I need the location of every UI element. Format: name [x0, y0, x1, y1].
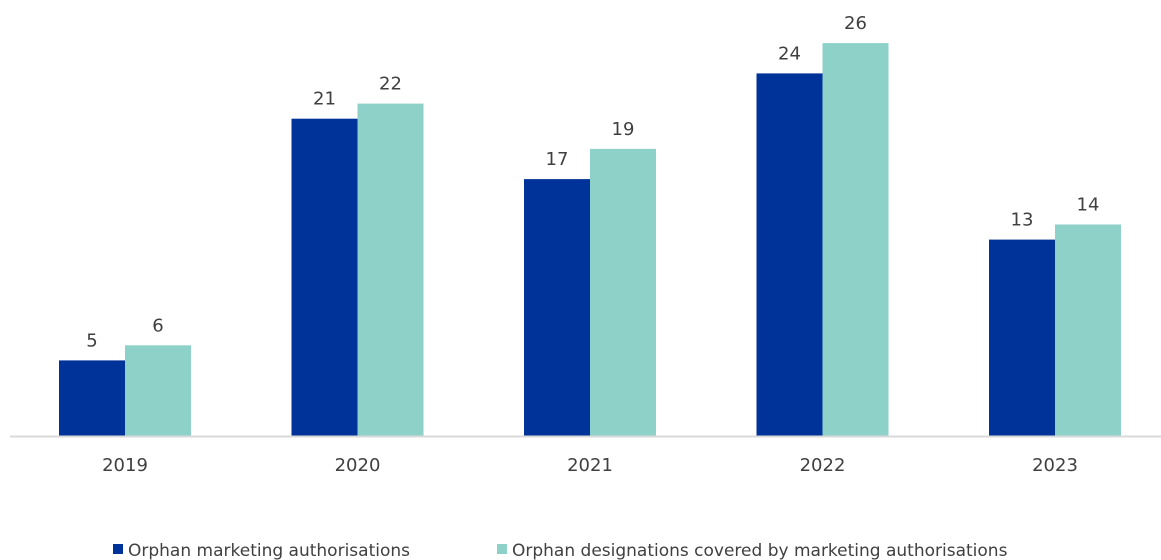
- data-label-2022-series-0: 24: [778, 43, 801, 64]
- bar-2022-series-0: [756, 73, 823, 437]
- x-tick-label-2022: 2022: [800, 455, 846, 476]
- legend-label: Orphan designations covered by marketing…: [512, 541, 1008, 560]
- legend: Orphan marketing authorisations Orphan d…: [113, 541, 1008, 560]
- bar-2022-series-1: [822, 43, 889, 436]
- bar-2023-series-1: [1055, 224, 1121, 436]
- bar-2019-series-0: [59, 360, 125, 436]
- x-tick-label-2019: 2019: [102, 455, 148, 476]
- bar-2023-series-0: [989, 239, 1055, 436]
- data-label-2023-series-0: 13: [1011, 210, 1034, 231]
- data-label-2020-series-1: 22: [379, 74, 402, 95]
- data-label-2021-series-0: 17: [546, 149, 569, 170]
- data-label-2020-series-0: 21: [313, 89, 336, 110]
- data-label-2023-series-1: 14: [1077, 195, 1100, 216]
- legend-swatch: [497, 544, 507, 554]
- legend-label: Orphan marketing authorisations: [128, 541, 410, 560]
- bar-2021-series-0: [524, 179, 590, 436]
- legend-item-series-0: Orphan marketing authorisations: [113, 541, 410, 560]
- value-labels-layer: 5 6 21 22 17 19 24 26 13 14: [86, 13, 1099, 351]
- data-label-2021-series-1: 19: [612, 119, 635, 140]
- data-label-2022-series-1: 26: [844, 13, 867, 34]
- x-tick-label-2020: 2020: [335, 455, 381, 476]
- bar-2020-series-0: [291, 118, 358, 436]
- bar-2021-series-1: [590, 148, 656, 436]
- bar-2020-series-1: [357, 103, 424, 436]
- bars-layer: [59, 43, 1121, 437]
- data-label-2019-series-1: 6: [152, 315, 163, 336]
- x-tick-label-2021: 2021: [567, 455, 613, 476]
- bar-2019-series-1: [125, 345, 191, 436]
- legend-swatch: [113, 544, 123, 554]
- x-tick-labels: 2019 2020 2021 2022 2023: [102, 455, 1078, 476]
- legend-item-series-1: Orphan designations covered by marketing…: [497, 541, 1008, 560]
- data-label-2019-series-0: 5: [86, 330, 97, 351]
- x-tick-label-2023: 2023: [1032, 455, 1078, 476]
